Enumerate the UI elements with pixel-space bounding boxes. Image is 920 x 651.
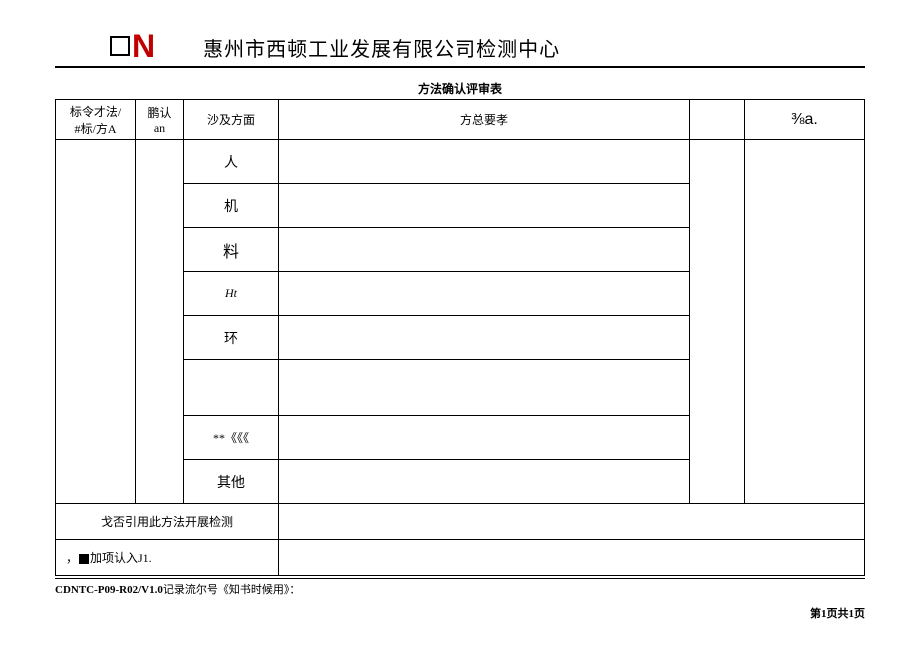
table-footer-row-2: ，加项认入J1. <box>56 540 865 576</box>
aspect-cell: Ht <box>184 272 279 316</box>
aspect-cell <box>184 360 279 416</box>
footer-blank-1 <box>279 504 865 540</box>
logo-square-icon <box>110 36 130 56</box>
content-cell <box>279 140 690 184</box>
cell-blank5 <box>690 140 745 504</box>
col-header-1: 标令才法/ #标/方A <box>56 100 136 140</box>
aspect-cell: 机 <box>184 184 279 228</box>
aspect-cell: 人 <box>184 140 279 184</box>
content-cell <box>279 360 690 416</box>
aspect-cell: 料 <box>184 228 279 272</box>
org-title: 惠州市西顿工业发展有限公司检测中心 <box>203 33 560 62</box>
table-row: 人 <box>56 140 865 184</box>
document-header: N 惠州市西顿工业发展有限公司检测中心 <box>55 30 865 68</box>
footer-label-1: 戈否引用此方法开展检测 <box>56 504 279 540</box>
table-header-row: 标令才法/ #标/方A 鹏认 an 沙及方面 方总要孝 ⅜a. <box>56 100 865 140</box>
col-header-3: 沙及方面 <box>184 100 279 140</box>
page-number: 第1页共1页 <box>55 605 865 621</box>
aspect-cell: 环 <box>184 316 279 360</box>
content-cell <box>279 272 690 316</box>
content-cell <box>279 228 690 272</box>
table-footer-row-1: 戈否引用此方法开展检测 <box>56 504 865 540</box>
col-header-6: ⅜a. <box>745 100 865 140</box>
footer-code: CDNTC-P09-R02/V1.0记录流尔号《知书时候用》： <box>55 578 865 597</box>
logo-letter: N <box>132 30 155 62</box>
content-cell <box>279 416 690 460</box>
footer-blank-2 <box>279 540 865 576</box>
aspect-cell: 其他 <box>184 460 279 504</box>
col-header-5 <box>690 100 745 140</box>
logo: N <box>110 30 155 62</box>
content-cell <box>279 316 690 360</box>
footer-label-2: ，加项认入J1. <box>56 540 279 576</box>
table-title: 方法确认评审表 <box>55 80 865 97</box>
content-cell <box>279 184 690 228</box>
footer-code-text: 记录流尔号《知书时候用》： <box>163 584 301 596</box>
col-header-2: 鹏认 an <box>136 100 184 140</box>
aspect-cell: **《《《 <box>184 416 279 460</box>
cell-confirm <box>136 140 184 504</box>
content-cell <box>279 460 690 504</box>
footer-code-bold: CDNTC-P09-R02/V1.0 <box>55 584 163 596</box>
review-table: 标令才法/ #标/方A 鹏认 an 沙及方面 方总要孝 ⅜a. 人 机 料 Ht… <box>55 99 865 576</box>
col-header-4: 方总要孝 <box>279 100 690 140</box>
black-square-icon <box>79 554 89 564</box>
cell-blank6 <box>745 140 865 504</box>
cell-method <box>56 140 136 504</box>
